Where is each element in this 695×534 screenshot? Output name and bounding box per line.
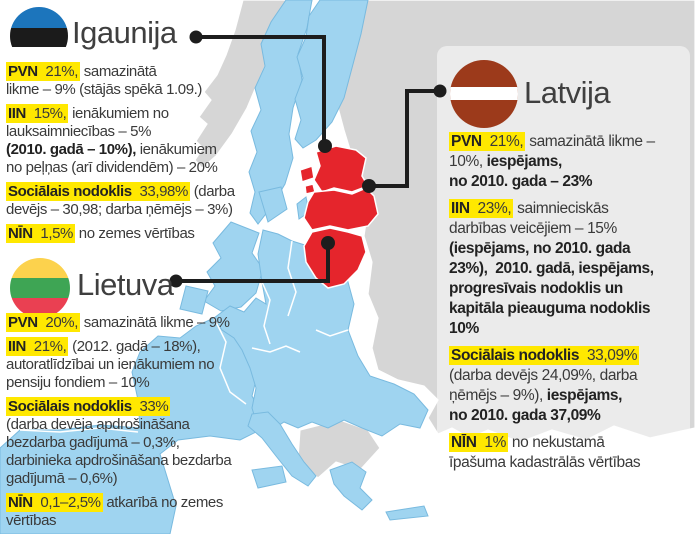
tax-highlight: 23%, xyxy=(475,199,514,218)
tax-item: IIN 21%, (2012. gadā – 18%), autoratlīdz… xyxy=(6,337,258,392)
tax-highlight: 21%, xyxy=(31,337,69,356)
tax-text: (darba devējs 24,09%, darba ņēmējs – 9%)… xyxy=(449,367,638,404)
connector-dot xyxy=(362,179,376,193)
tax-text: ienākumiem no lauksaimniecības – 5% xyxy=(6,105,169,140)
latvia-flag-icon xyxy=(450,60,518,128)
tax-highlight: IIN xyxy=(6,104,32,123)
connector-dot xyxy=(189,30,203,44)
country-title-lietuva: Lietuva xyxy=(77,267,174,302)
tax-highlight: 1% xyxy=(482,433,509,452)
tax-highlight: Sociālais nodoklis xyxy=(6,397,138,416)
tax-text: (iespējams, no 2010. gada 23%), 2010. ga… xyxy=(449,240,654,337)
tax-highlight: 0,1–2,5% xyxy=(38,493,103,512)
map-lithuania xyxy=(303,227,367,289)
tax-text: no nekustamā īpašuma kadastrālās vērtība… xyxy=(449,434,641,471)
tax-item: NĪN 1,5% no zemes vērtības xyxy=(6,224,258,243)
connector-dot xyxy=(318,139,332,153)
tax-text: atkarībā no zemes vērtības xyxy=(6,494,223,529)
map-kaliningrad xyxy=(301,245,325,262)
tax-highlight: 21%, xyxy=(487,132,526,151)
tax-text: (2010. gadā – 10%), xyxy=(6,141,136,158)
tax-item: Sociālais nodoklis 33,98% (darba devējs … xyxy=(6,182,258,219)
tax-text: iespējams, no 2010. gada – 23% xyxy=(449,153,593,190)
tax-item: PVN 21%, samazinātā likme – 9% (stājās s… xyxy=(6,62,258,99)
tax-item: PVN 20%, samazinātā likme – 9% xyxy=(6,313,258,332)
tax-highlight: PVN xyxy=(449,132,488,151)
map-estonia-islands xyxy=(299,165,315,183)
tax-text: no zemes vērtības xyxy=(75,225,195,242)
tax-highlight: IIN xyxy=(6,337,32,356)
tax-text: samazinātā likme – 10%, xyxy=(449,133,655,170)
map-gotland xyxy=(296,196,310,220)
tax-highlight: NĪN xyxy=(6,493,39,512)
tax-text: saimnieciskās darbības veicējiem – 15% xyxy=(449,200,617,237)
tax-item: IIN 15%, ienākumiem no lauksaimniecības … xyxy=(6,104,258,177)
map-finland xyxy=(294,0,369,149)
tax-text: (2012. gadā – 18%), autoratlīdzībai un i… xyxy=(6,338,215,391)
tax-highlight: PVN xyxy=(6,62,44,81)
tax-highlight: 20%, xyxy=(43,313,81,332)
map-latvia xyxy=(303,187,379,231)
map-greece xyxy=(329,461,373,511)
map-crete xyxy=(385,505,429,521)
tax-highlight: 33% xyxy=(137,397,171,416)
tax-highlight: PVN xyxy=(6,313,44,332)
map-ireland xyxy=(179,285,209,315)
tax-highlight: 33,98% xyxy=(137,182,190,201)
tax-text: samazinātā likme – 9% (stājās spēkā 1.09… xyxy=(6,63,203,98)
map-balkans xyxy=(297,419,381,479)
country-title-latvija: Latvija xyxy=(524,75,611,110)
map-estonia-islands-2 xyxy=(304,183,316,195)
connector-dot xyxy=(321,236,335,250)
tax-highlight: 15%, xyxy=(31,104,69,123)
tax-highlight: 21%, xyxy=(43,62,81,81)
country-title-igaunija: Igaunija xyxy=(72,15,177,50)
tax-text: samazinātā likme – 9% xyxy=(80,314,230,331)
tax-item: PVN 21%, samazinātā likme – 10%, iespēja… xyxy=(449,132,690,192)
map-sweden xyxy=(248,0,313,225)
tax-item: Sociālais nodoklis 33% (darba devēja apd… xyxy=(6,397,258,488)
tax-list-igaunija: PVN 21%, samazinātā likme – 9% (stājās s… xyxy=(6,62,258,249)
tax-text: (darba devējs – 30,98; darba ņēmējs – 3%… xyxy=(6,183,235,218)
tax-list-lietuva: PVN 20%, samazinātā likme – 9% IIN 21%, (… xyxy=(6,313,258,534)
tax-highlight: 1,5% xyxy=(38,224,75,243)
connector-latvija xyxy=(369,89,440,188)
lithuania-flag-icon xyxy=(10,258,70,318)
tax-text: (darba devēja apdrošināšana bezdarba gad… xyxy=(6,416,232,487)
connector-lietuva xyxy=(176,246,330,283)
tax-highlight: NĪN xyxy=(449,433,483,452)
tax-highlight: IIN xyxy=(449,199,476,218)
map-estonia xyxy=(313,145,370,193)
tax-highlight: Sociālais nodoklis xyxy=(6,182,138,201)
map-italy xyxy=(247,411,317,487)
tax-item: IIN 23%, saimnieciskās darbības veicējie… xyxy=(449,199,690,339)
estonia-flag-icon xyxy=(10,7,68,65)
tax-highlight: NĪN xyxy=(6,224,39,243)
tax-list-latvija: PVN 21%, samazinātā likme – 10%, iespēja… xyxy=(449,132,690,480)
tax-highlight: 33,09% xyxy=(584,346,640,365)
map-baltic-states xyxy=(299,145,379,289)
tax-item: NĪN 1% no nekustamā īpašuma kadastrālās … xyxy=(449,433,690,473)
tax-text: ienākumiem no peļņas (arī dividendēm) – … xyxy=(6,141,218,176)
map-denmark xyxy=(258,186,288,223)
tax-text: iespējams, no 2010. gada 37,09% xyxy=(449,387,623,424)
tax-item: NĪN 0,1–2,5% atkarībā no zemes vērtības xyxy=(6,493,258,530)
tax-item: Sociālais nodoklis 33,09% (darba devējs … xyxy=(449,346,690,426)
tax-highlight: Sociālais nodoklis xyxy=(449,346,585,365)
